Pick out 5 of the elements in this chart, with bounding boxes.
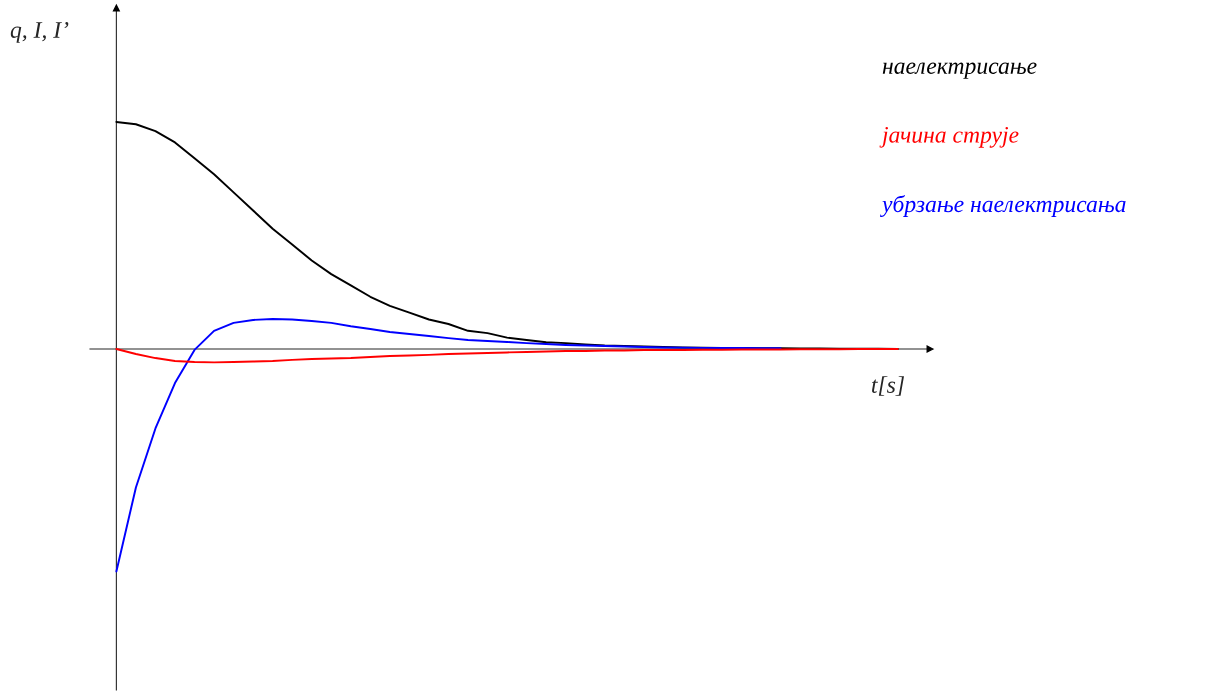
y-axis-title: q, I, I’ (10, 21, 69, 43)
text: јачина струје (879, 126, 1019, 148)
x-axis-title: t[s] (871, 376, 904, 396)
text: убрзање наелектрисања (880, 195, 1126, 217)
text: наелектрисање (882, 62, 1037, 79)
